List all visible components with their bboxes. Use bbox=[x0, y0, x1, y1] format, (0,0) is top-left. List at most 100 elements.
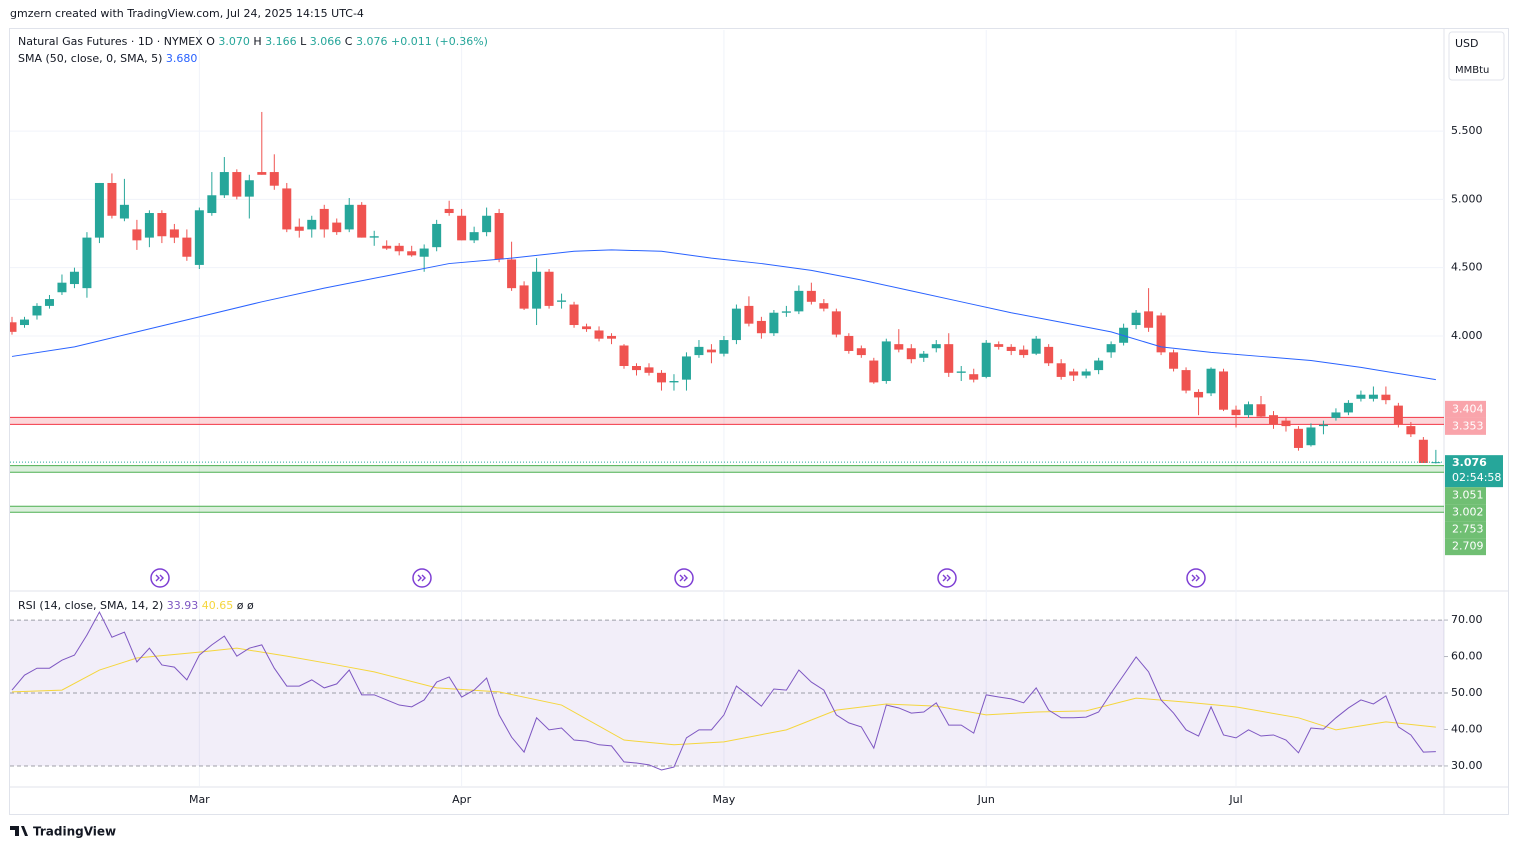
candle-body bbox=[69, 271, 79, 285]
x-tick-label: Jul bbox=[1228, 793, 1242, 806]
candle-body bbox=[607, 335, 617, 339]
candle-body bbox=[294, 226, 304, 231]
candle-body bbox=[1056, 363, 1066, 377]
unit: MMBtu bbox=[1455, 65, 1489, 76]
candle-body bbox=[644, 367, 654, 373]
change: +0.011 (+0.36%) bbox=[391, 35, 488, 48]
candle-body bbox=[132, 229, 142, 241]
candle-body bbox=[182, 237, 192, 257]
rsi-tick-label: 40.00 bbox=[1451, 722, 1483, 735]
candle-body bbox=[1206, 368, 1216, 394]
candle-body bbox=[244, 180, 254, 197]
y-tick-label: 5.500 bbox=[1451, 124, 1483, 137]
candle-body bbox=[806, 290, 816, 302]
event-icon[interactable] bbox=[1186, 568, 1206, 588]
sma-legend: SMA (50, close, 0, SMA, 5) 3.680 bbox=[18, 52, 197, 65]
candle-body bbox=[44, 299, 54, 306]
candle-body bbox=[532, 271, 542, 309]
last-price-box bbox=[1445, 455, 1503, 488]
zone-label-bg bbox=[1445, 400, 1486, 418]
candle-body bbox=[1418, 439, 1428, 463]
candle-body bbox=[1131, 312, 1141, 326]
candle-body bbox=[1343, 402, 1353, 413]
candle-body bbox=[169, 229, 179, 238]
candle-body bbox=[357, 204, 367, 238]
candle-body bbox=[1231, 409, 1241, 416]
ohlc-label: C bbox=[345, 35, 353, 48]
rsi-line bbox=[11, 610, 1436, 771]
candle-body bbox=[82, 237, 92, 289]
candle-body bbox=[969, 374, 979, 380]
candle-body bbox=[594, 330, 604, 339]
candle-body bbox=[1381, 394, 1391, 401]
candle-body bbox=[157, 213, 167, 237]
candle-body bbox=[1318, 424, 1328, 427]
rsi-tick-label: 50.00 bbox=[1451, 686, 1483, 699]
candle-body bbox=[719, 340, 729, 354]
candle-body bbox=[769, 312, 779, 334]
candle-body bbox=[444, 208, 454, 214]
event-icon[interactable] bbox=[150, 568, 170, 588]
rsi-tick-label: 30.00 bbox=[1451, 759, 1483, 772]
candle-body bbox=[1194, 391, 1204, 398]
event-icon[interactable] bbox=[412, 568, 432, 588]
candle-body bbox=[1069, 371, 1079, 376]
zone-label: 3.002 bbox=[1452, 506, 1484, 519]
candle-body bbox=[919, 353, 929, 358]
candle-body bbox=[831, 311, 841, 335]
candle-body bbox=[144, 213, 154, 238]
candle-body bbox=[881, 341, 891, 382]
rsi-name: RSI (14, close, SMA, 14, 2) bbox=[18, 599, 163, 612]
candle-body bbox=[469, 232, 479, 241]
attribution: gmzern created with TradingView.com, Jul… bbox=[10, 7, 364, 20]
candle-body bbox=[10, 322, 17, 332]
footer-brand: TradingView bbox=[33, 825, 116, 839]
zone-label-bg bbox=[1445, 487, 1486, 505]
candle-body bbox=[582, 326, 592, 330]
candle-body bbox=[482, 215, 492, 233]
candle-body bbox=[681, 356, 691, 380]
sma-value: 3.680 bbox=[166, 52, 198, 65]
event-icon[interactable] bbox=[674, 568, 694, 588]
legend: Natural Gas Futures · 1D · NYMEX O 3.070… bbox=[18, 35, 488, 48]
candle-body bbox=[944, 344, 954, 373]
ohlc-label: H bbox=[253, 35, 261, 48]
candle-body bbox=[731, 308, 741, 341]
candle-body bbox=[1019, 349, 1029, 356]
candle-body bbox=[856, 348, 866, 356]
ohlc-value: 3.070 bbox=[218, 35, 250, 48]
rsi-legend: RSI (14, close, SMA, 14, 2) 33.93 40.65 … bbox=[18, 599, 254, 612]
zone-label-bg bbox=[1445, 538, 1486, 556]
event-arrow bbox=[1191, 574, 1200, 582]
candle-body bbox=[1268, 415, 1278, 425]
event-icon[interactable] bbox=[937, 568, 957, 588]
candle-body bbox=[906, 348, 916, 360]
zone-label: 3.353 bbox=[1452, 419, 1484, 432]
candle-body bbox=[931, 344, 941, 349]
legend-title: Natural Gas Futures · 1D · NYMEX bbox=[18, 35, 203, 48]
candle-body bbox=[319, 208, 329, 230]
rsi-sma-line bbox=[11, 647, 1436, 746]
candle-body bbox=[1256, 404, 1266, 417]
unit-box[interactable] bbox=[1448, 31, 1505, 81]
candle-body bbox=[781, 311, 791, 313]
candle-body bbox=[107, 182, 117, 216]
candle-body bbox=[1094, 360, 1104, 371]
ohlc-value: 3.076 bbox=[356, 35, 388, 48]
price-pane bbox=[10, 111, 1444, 513]
event-icons bbox=[150, 568, 1206, 588]
countdown: 02:54:58 bbox=[1452, 471, 1501, 484]
rsi-value: 33.93 bbox=[167, 599, 199, 612]
candle-body bbox=[706, 349, 716, 353]
sma-line bbox=[11, 249, 1436, 381]
candle-body bbox=[1293, 428, 1303, 448]
candle-body bbox=[194, 210, 204, 265]
logo-mark bbox=[10, 826, 28, 836]
candle-body bbox=[694, 346, 704, 356]
ohlc-value: 3.066 bbox=[310, 35, 342, 48]
candle-body bbox=[1393, 405, 1403, 425]
zone-label: 3.404 bbox=[1452, 402, 1484, 415]
currency: USD bbox=[1455, 37, 1479, 50]
candle-body bbox=[656, 372, 666, 383]
